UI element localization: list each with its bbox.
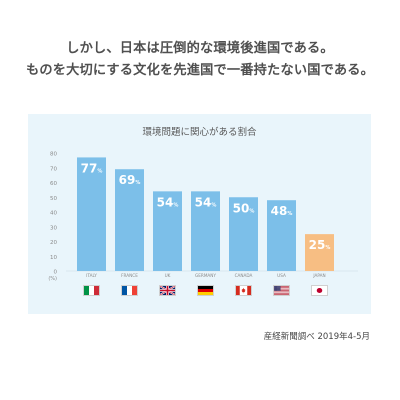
canada-flag-icon [235, 285, 252, 296]
bar-germany [191, 191, 220, 271]
source-note: 産経新聞調べ 2019年4-5月 [263, 332, 370, 342]
y-tick-label: 60 [50, 181, 57, 187]
x-tick-label: USA [277, 273, 286, 278]
y-tick-label: 70 [50, 166, 57, 172]
bar-canada [229, 197, 258, 271]
value-label: 54% [157, 195, 179, 209]
germany-flag-icon [197, 285, 214, 296]
value-label: 25% [309, 238, 331, 252]
italy-flag-icon [83, 285, 100, 296]
y-tick-label: 20 [50, 240, 57, 246]
y-tick-label: 50 [50, 196, 57, 202]
x-tick-label: FRANCE [121, 273, 138, 278]
value-label: 77% [81, 161, 103, 175]
x-tick-label: UK [165, 273, 171, 278]
bar-japan [305, 234, 334, 271]
headline-line-1: しかし、日本は圧倒的な環境後進国である。 [66, 41, 334, 56]
bar-france [115, 169, 144, 271]
usa-flag-icon [273, 285, 290, 296]
headline-line-2: ものを大切にする文化を先進国で一番持たない国である。 [25, 63, 375, 78]
chart-title: 環境問題に関心がある割合 [142, 127, 257, 138]
x-tick-label: GERMANY [195, 273, 216, 278]
japan-flag-icon [311, 285, 328, 296]
y-tick-label: 30 [50, 225, 57, 231]
headline: しかし、日本は圧倒的な環境後進国である。 ものを大切にする文化を先進国で一番持た… [0, 38, 400, 82]
y-axis-unit: (%) [48, 276, 57, 282]
france-flag-icon [121, 285, 138, 296]
bar-italy [77, 157, 106, 271]
value-label: 48% [271, 204, 293, 218]
y-tick-label: 80 [50, 152, 57, 158]
bar-usa [267, 200, 296, 271]
bar-uk [153, 191, 182, 271]
bar-chart: 0 10 20 30 40 50 60 70 80 (%) 77% ITALY 69% FRANCE 54%… [48, 152, 358, 282]
y-tick-label: 40 [50, 211, 57, 217]
y-tick-label: 0 [54, 270, 58, 276]
x-tick-label: CANADA [235, 273, 253, 278]
value-label: 54% [195, 195, 217, 209]
uk-flag-icon [159, 285, 176, 296]
y-tick-label: 10 [50, 255, 57, 261]
value-label: 69% [119, 173, 141, 187]
value-label: 50% [233, 201, 255, 215]
x-tick-label: ITALY [86, 273, 97, 278]
x-tick-label: JAPAN [312, 273, 325, 278]
chart-panel: 環境問題に関心がある割合 0 10 20 30 40 50 60 70 80 (%) 77% ITAL… [28, 114, 371, 314]
